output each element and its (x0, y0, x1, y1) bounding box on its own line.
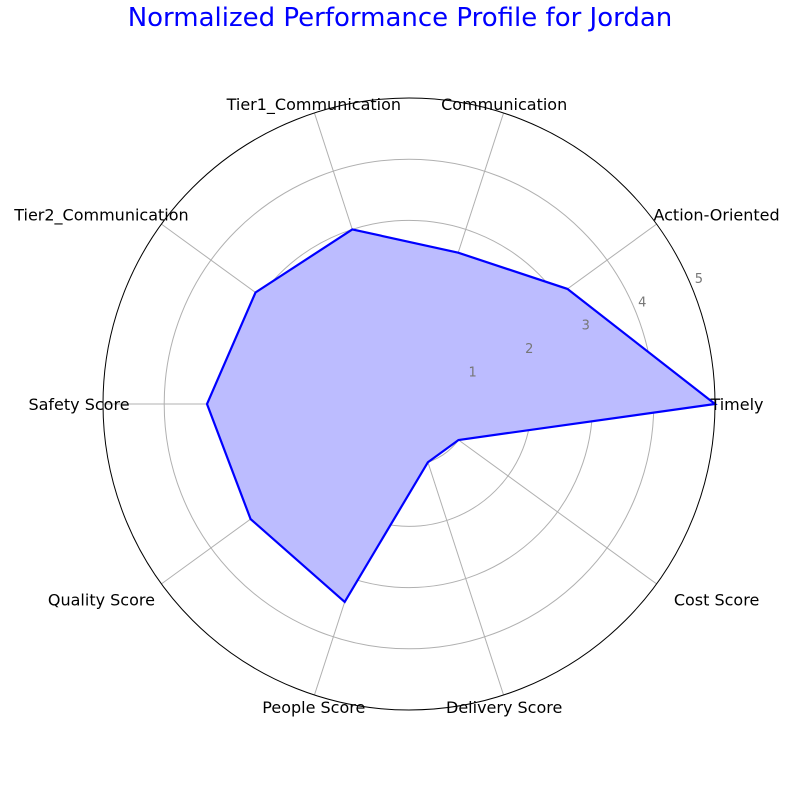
radial-tick-label: 4 (638, 295, 646, 310)
data-layer (205, 228, 718, 604)
category-label: Quality Score (48, 590, 155, 609)
category-label: Action-Oriented (653, 206, 779, 225)
category-label: Safety Score (28, 395, 129, 414)
category-label: Cost Score (674, 590, 759, 609)
category-label: Tier1_Communication (226, 95, 401, 115)
category-label: Tier2_Communication (13, 206, 188, 226)
category-label: Timely (709, 395, 763, 414)
radial-tick-label: 5 (695, 272, 703, 287)
label-layer: 1 2 3 4 5 Timely Action-Oriented Communication T… (13, 95, 779, 717)
radial-tick-label: 3 (582, 319, 590, 334)
series-line (205, 228, 718, 604)
chart-title: Normalized Performance Profile for Jorda… (127, 3, 673, 33)
category-label: People Score (262, 698, 365, 717)
category-label: Communication (441, 95, 567, 114)
radial-tick-label: 1 (469, 366, 477, 381)
radial-tick-label: 2 (525, 342, 533, 357)
series-area (207, 229, 715, 602)
category-label: Delivery Score (446, 698, 562, 717)
